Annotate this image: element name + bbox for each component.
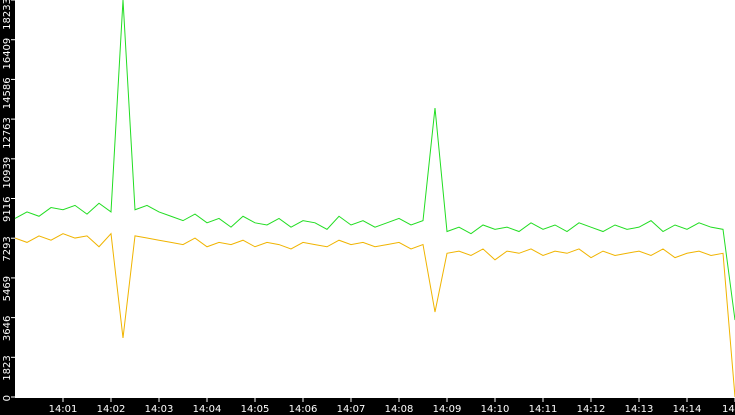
y-tick-label: 1823 <box>2 355 13 380</box>
y-tick-label: 10939 <box>2 157 13 189</box>
x-tick-label: 14 <box>722 404 735 415</box>
x-axis-band <box>0 398 735 415</box>
y-tick-label: 16409 <box>2 38 13 70</box>
series-line <box>14 0 735 321</box>
x-tick-label: 14:13 <box>625 404 654 415</box>
y-tick-label: 9116 <box>2 197 13 222</box>
y-tick-label: 12763 <box>2 117 13 149</box>
series-line <box>14 232 735 398</box>
x-tick-label: 14:14 <box>673 404 702 415</box>
x-tick-label: 14:01 <box>49 404 78 415</box>
y-axis-band <box>0 0 15 415</box>
y-tick-label: 5469 <box>2 276 13 301</box>
x-tick-label: 14:11 <box>529 404 558 415</box>
x-tick-label: 14:04 <box>193 404 222 415</box>
x-tick-label: 14:07 <box>337 404 366 415</box>
y-tick-label: 3646 <box>2 316 13 341</box>
x-tick-label: 14:12 <box>577 404 606 415</box>
y-tick-label: 18233 <box>2 0 13 30</box>
x-tick-label: 14:08 <box>385 404 414 415</box>
y-tick-label: 0 <box>2 395 13 401</box>
x-tick-label: 14:06 <box>289 404 318 415</box>
y-tick-label: 14586 <box>2 77 13 109</box>
x-tick-label: 14:05 <box>241 404 270 415</box>
x-tick-label: 14:03 <box>145 404 174 415</box>
x-tick-label: 14:10 <box>481 404 510 415</box>
x-tick-label: 14:09 <box>433 404 462 415</box>
y-tick-label: 7293 <box>2 236 13 261</box>
x-tick-label: 14:02 <box>97 404 126 415</box>
